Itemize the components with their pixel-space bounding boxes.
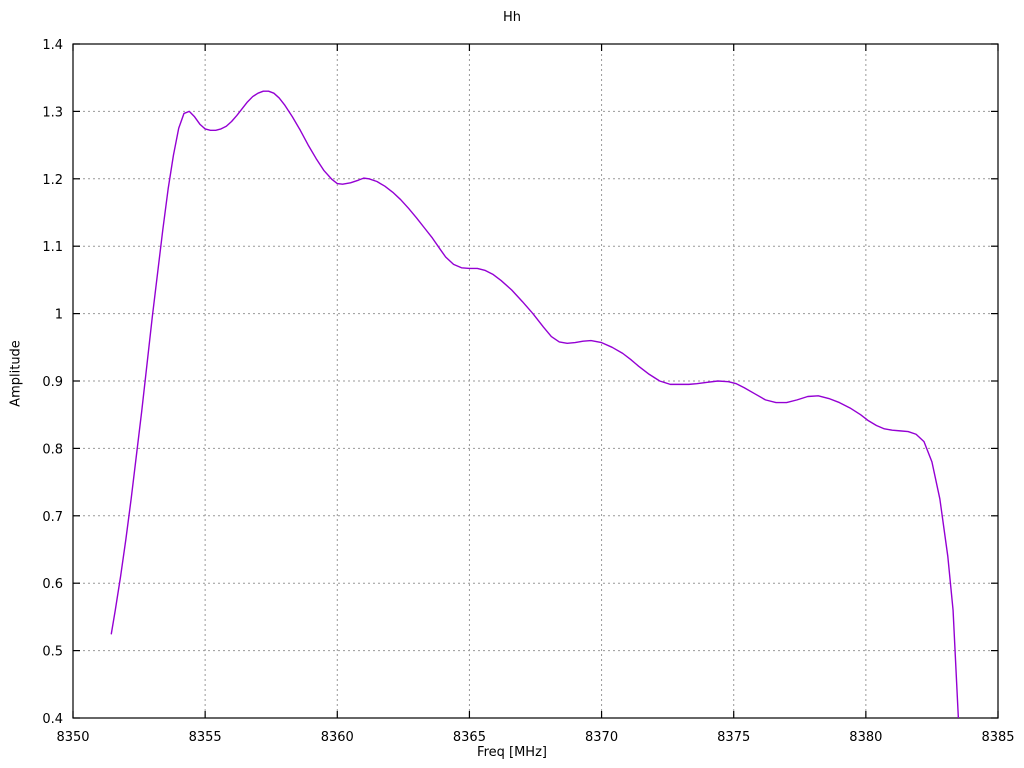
y-tick-label: 1.1 bbox=[42, 240, 63, 255]
x-tick-label: 8385 bbox=[981, 730, 1014, 745]
y-tick-label: 1.2 bbox=[42, 173, 63, 188]
gridlines bbox=[73, 44, 998, 718]
y-tick-label: 0.4 bbox=[42, 712, 63, 727]
x-tick-label: 8375 bbox=[717, 730, 750, 745]
x-tick-label: 8355 bbox=[189, 730, 222, 745]
x-tick-label: 8365 bbox=[453, 730, 486, 745]
axis-ticks bbox=[72, 43, 999, 719]
y-tick-label: 0.5 bbox=[42, 645, 63, 660]
data-series-line bbox=[110, 90, 960, 718]
x-axis-label: Freq [MHz] bbox=[477, 745, 547, 760]
series-line-hh bbox=[110, 90, 960, 718]
y-axis-label: Amplitude bbox=[8, 340, 24, 407]
x-tick-label: 8380 bbox=[849, 730, 882, 745]
x-tick-label: 8350 bbox=[56, 730, 89, 745]
x-tick-label: 8360 bbox=[321, 730, 354, 745]
y-tick-label: 0.6 bbox=[42, 577, 63, 592]
y-tick-label: 1.3 bbox=[42, 105, 63, 120]
x-tick-label: 8370 bbox=[585, 730, 618, 745]
axis-tick-labels: 8350 8355 8360 8365 8370 8375 8380 8385 0.4 0.5 0.… bbox=[42, 38, 1014, 745]
y-tick-label: 1 bbox=[55, 308, 63, 323]
y-tick-label: 0.9 bbox=[42, 375, 63, 390]
y-tick-label: 0.7 bbox=[42, 510, 63, 525]
y-tick-label: 0.8 bbox=[42, 442, 63, 457]
chart-title: Hh bbox=[502, 10, 521, 25]
y-tick-label: 1.4 bbox=[42, 38, 63, 53]
